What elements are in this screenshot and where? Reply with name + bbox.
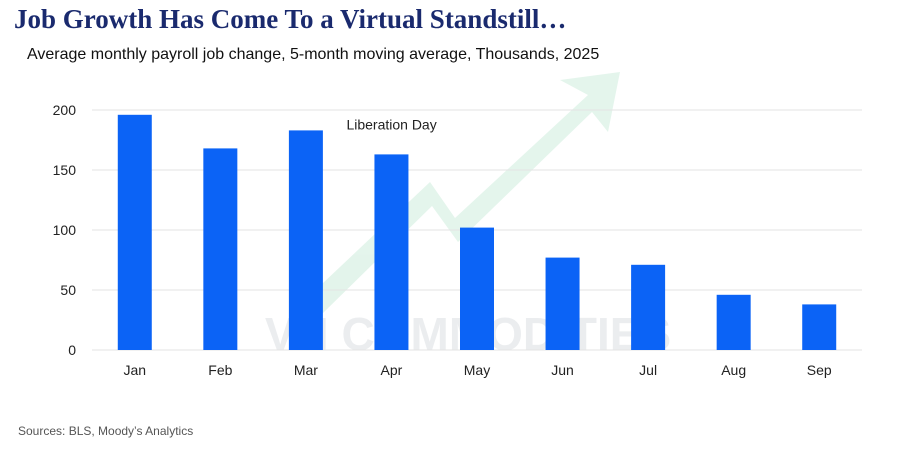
x-tick-label: Mar	[294, 362, 318, 378]
bar-may	[460, 227, 494, 350]
bar-jun	[545, 257, 580, 350]
x-tick-label: Jul	[639, 362, 657, 378]
y-tick-label: 50	[60, 282, 76, 298]
bar-feb	[203, 148, 238, 350]
y-tick-label: 100	[53, 222, 77, 238]
bar-mar	[288, 130, 323, 350]
annotation-label: Liberation Day	[346, 116, 436, 132]
chart-subtitle: Average monthly payroll job change, 5-mo…	[27, 46, 600, 63]
x-tick-label: Feb	[208, 362, 232, 378]
bar-apr	[374, 154, 409, 350]
bar-jul	[631, 264, 666, 350]
x-tick-label: May	[464, 362, 490, 378]
source-note: Sources: BLS, Moody’s Analytics	[18, 424, 194, 438]
bar-sep	[802, 304, 837, 350]
x-tick-label: Apr	[381, 362, 403, 378]
x-tick-label: Jan	[123, 362, 146, 378]
x-tick-label: Jun	[551, 362, 574, 378]
y-tick-label: 200	[53, 102, 77, 118]
x-tick-label: Sep	[807, 362, 832, 378]
x-tick-label: Aug	[721, 362, 746, 378]
bar-jan	[117, 114, 152, 350]
chart-title: Job Growth Has Come To a Virtual Standst…	[14, 4, 567, 34]
bar-aug	[716, 294, 751, 350]
y-tick-label: 150	[53, 162, 77, 178]
y-tick-label: 0	[68, 342, 76, 358]
